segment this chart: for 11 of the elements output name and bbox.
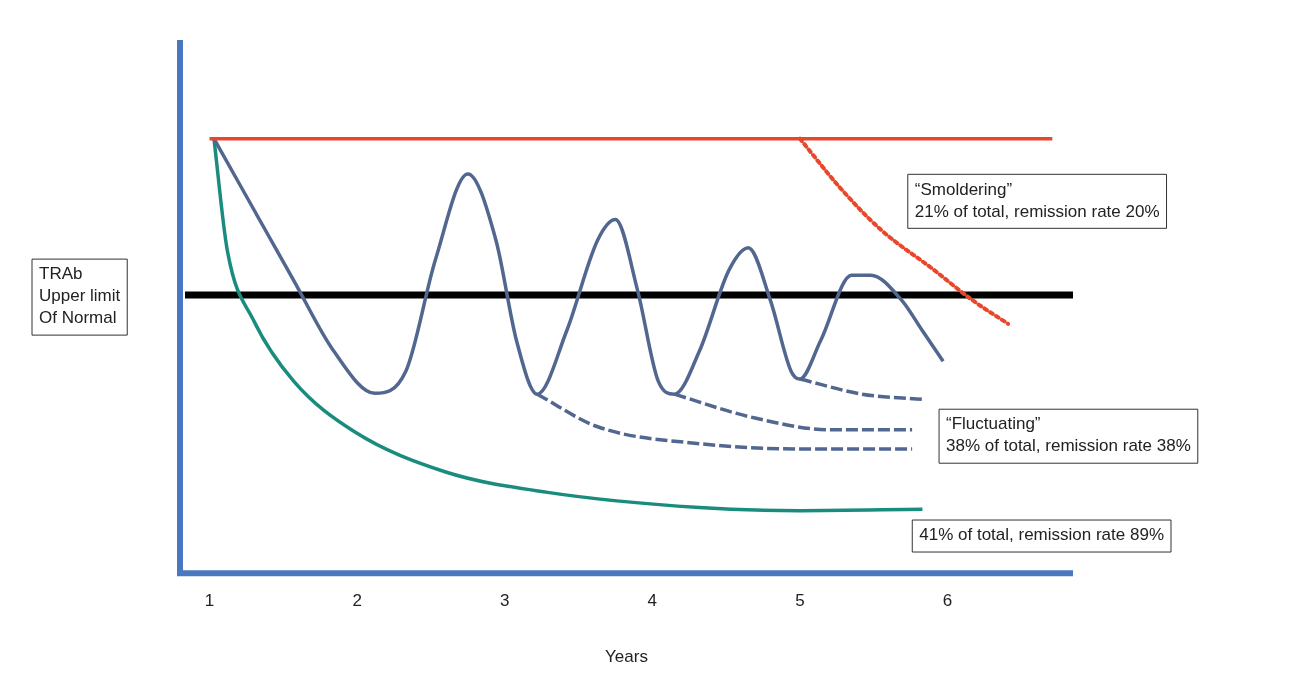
x-tick-label: 3 [499,591,510,611]
ref-line-label: TRAb Upper limit Of Normal [39,264,121,328]
x-tick-label: 2 [352,591,362,611]
x-tick-label: 6 [942,591,953,611]
x-tick-label: 5 [795,591,805,611]
x-tick-label: 1 [204,591,215,611]
annotation: “Smoldering” 21% of total, remission rate 20% [914,179,1160,221]
annotation: “Fluctuating” 38% of total, remission rate 38% [946,414,1191,456]
x-tick-label: 4 [647,591,658,611]
annotation: 41% of total, remission rate 89% [919,525,1164,545]
x-axis-title: Years [605,647,648,667]
